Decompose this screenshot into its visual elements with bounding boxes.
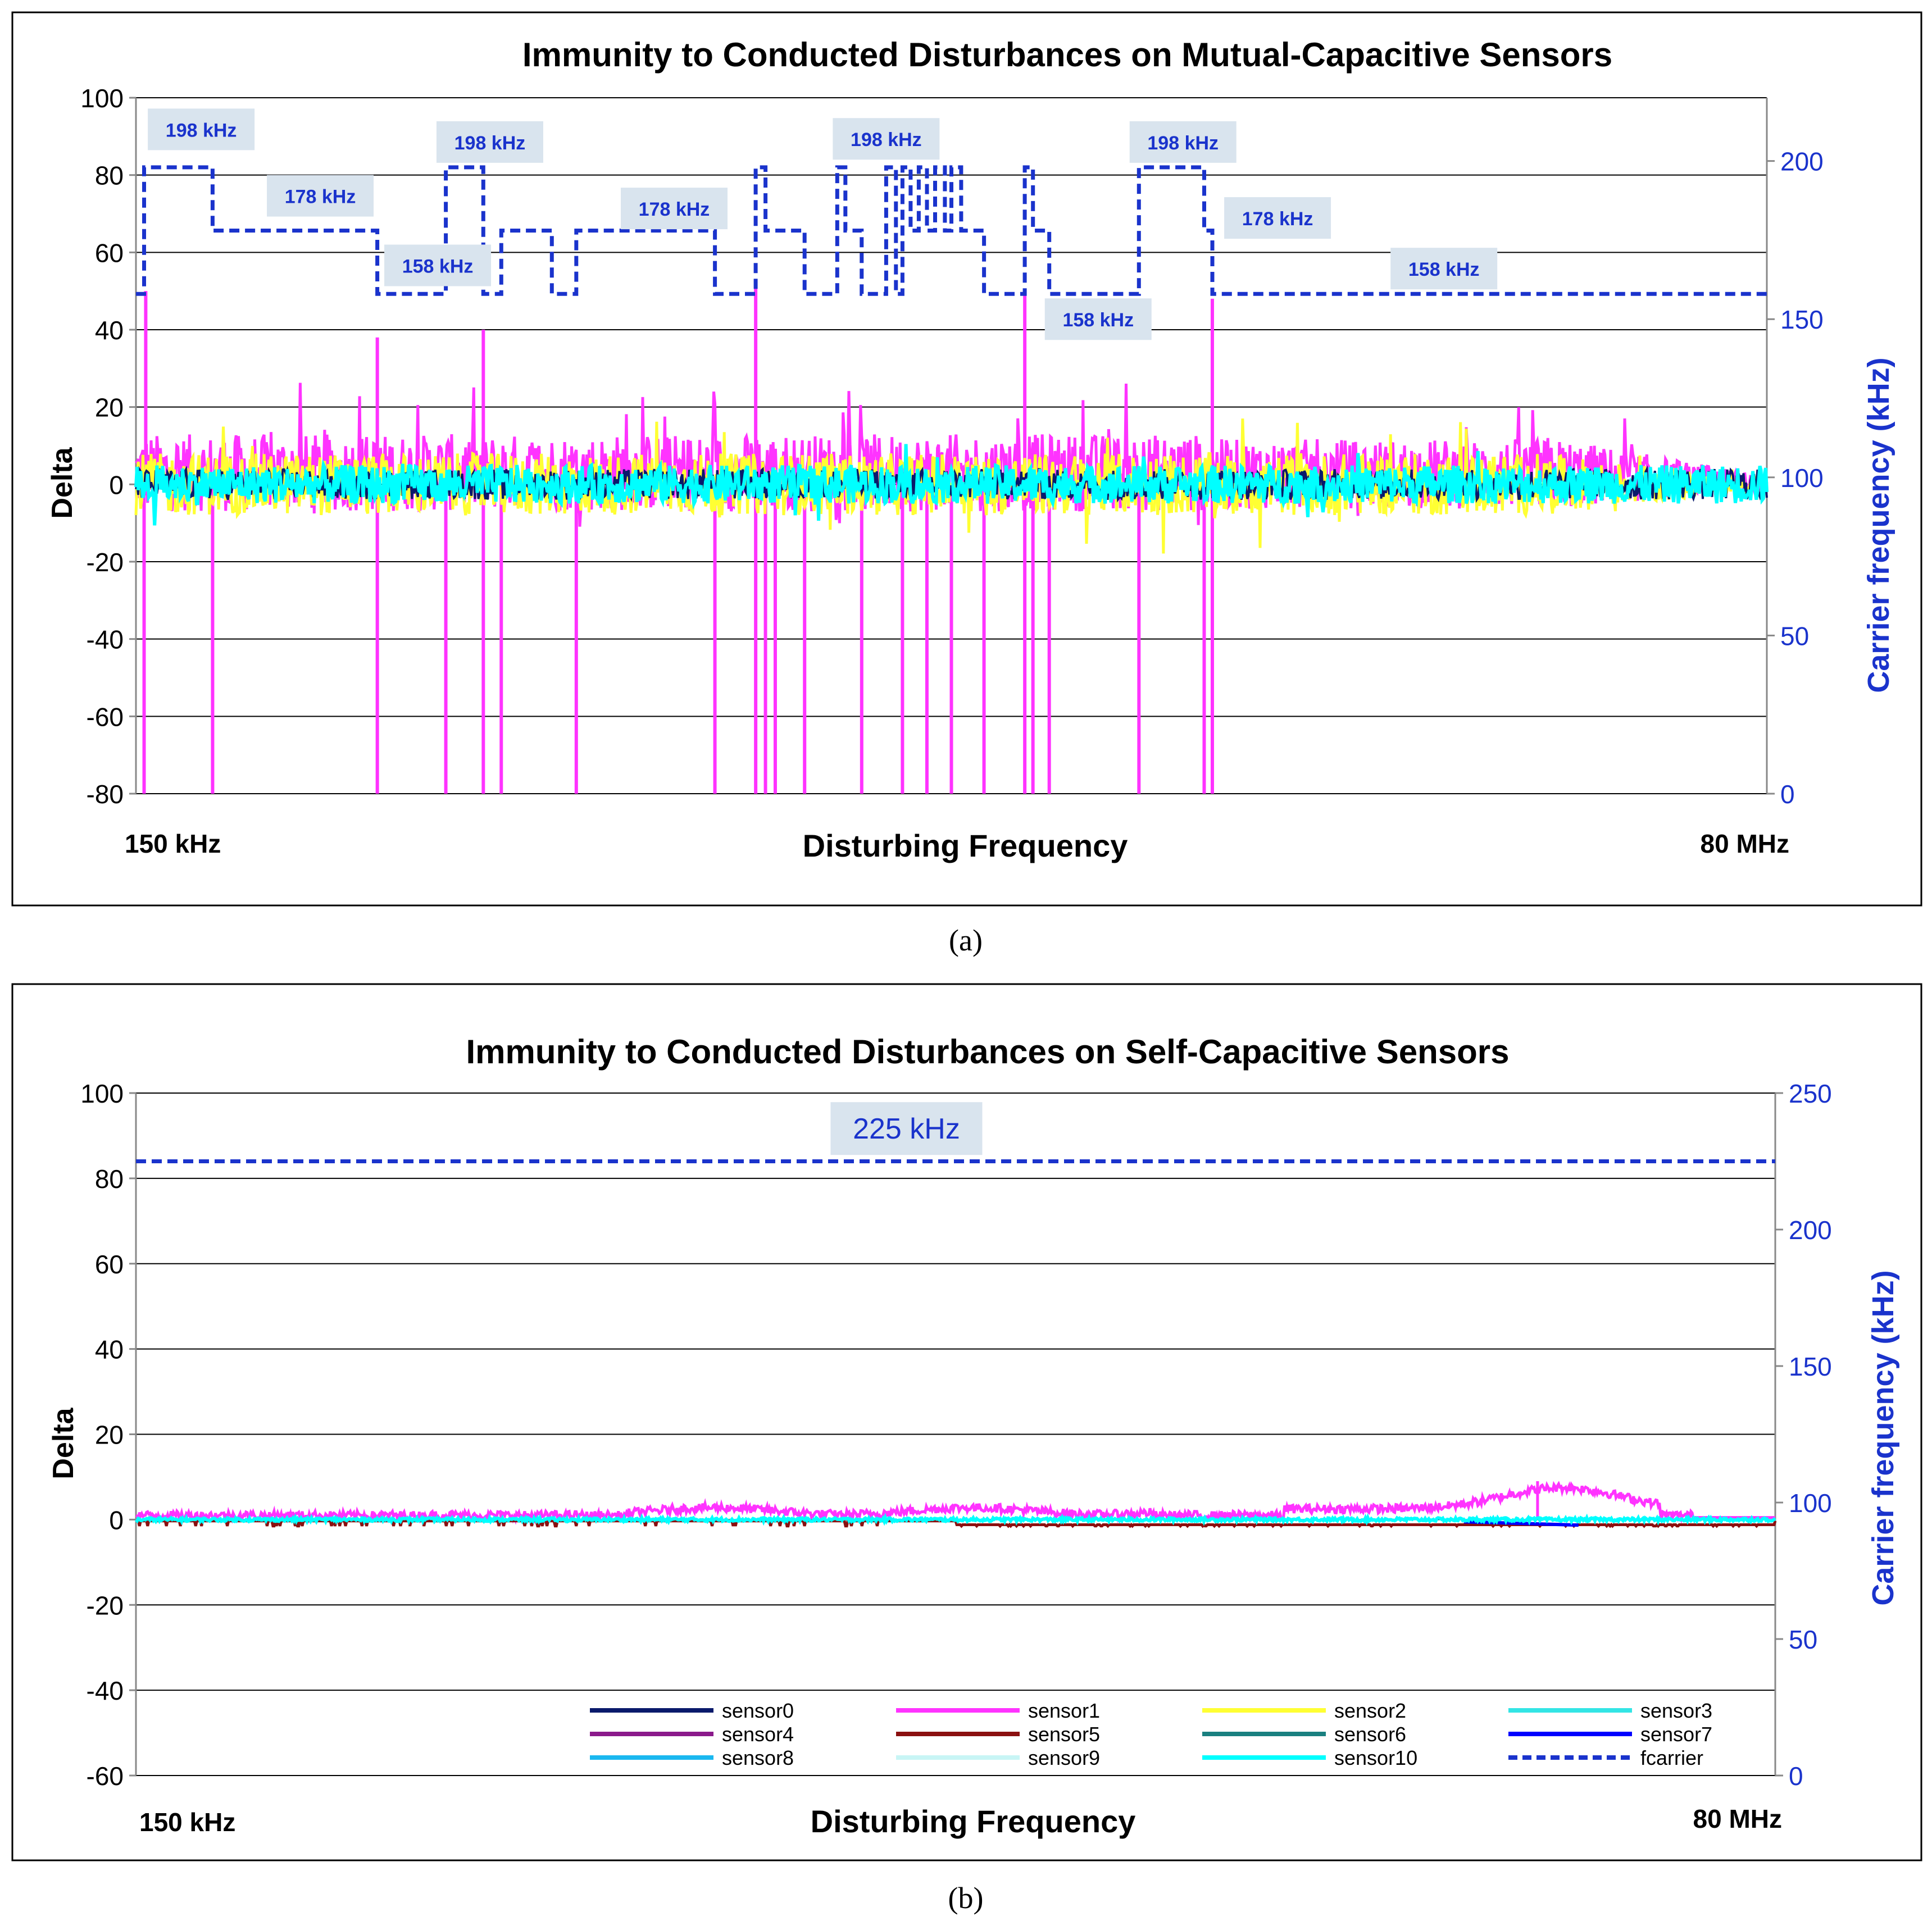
carrier-label: 178 kHz [1242,208,1313,230]
panel-a-y2label: Carrier frequency (kHz) [1862,357,1895,693]
carrier-label-box [1224,197,1331,239]
y2-tick-label: 150 [1789,1352,1832,1381]
legend-label-fcarrier: fcarrier [1640,1746,1703,1769]
y-tick-label: 0 [109,470,124,499]
carrier-label: 178 kHz [285,186,356,208]
panel-b-y2label: Carrier frequency (kHz) [1866,1270,1900,1605]
panel-b-x-end: 80 MHz [1693,1804,1782,1833]
carrier-label: 178 kHz [639,199,710,220]
carrier-label-box [436,121,543,163]
y-tick-label: 60 [95,238,124,267]
carrier-label: 158 kHz [1062,309,1134,331]
y2-tick-label: 50 [1789,1625,1817,1654]
y-tick-label: 60 [95,1250,124,1279]
panel-b-ylabel: Delta [47,1407,80,1479]
y2-tick-label: 200 [1780,147,1824,176]
y2-tick-label: 250 [1789,1079,1832,1108]
carrier-label: 158 kHz [1408,259,1480,280]
carrier-label: 225 kHz [853,1113,960,1145]
y2-tick-label: 0 [1780,780,1795,809]
panel-a-x-start: 150 kHz [125,829,221,858]
y-tick-label: 80 [95,161,124,190]
panel-b-plot: -60 -40 -20 0 20 40 60 80 100 0 50 100 150 200 250 225 … [80,1079,1832,1791]
carrier-label: 198 kHz [851,129,922,151]
carrier-label-box [833,118,940,160]
series-sensor10 [135,1513,1776,1526]
carrier-label: 198 kHz [1147,133,1219,154]
series-fcarrier [136,165,1767,296]
carrier-label-box [1044,298,1152,340]
legend-label-sensor1: sensor1 [1028,1699,1100,1722]
y2-tick-label: 0 [1789,1761,1803,1791]
legend-label-sensor0: sensor0 [722,1699,794,1722]
panel-b-caption: (b) [948,1881,984,1915]
carrier-label-box [1390,248,1498,290]
legend-label-sensor8: sensor8 [722,1746,794,1769]
y-tick-label: 0 [109,1505,124,1535]
y-tick-label: 100 [80,1079,124,1108]
panel-a-x-end: 80 MHz [1701,829,1789,858]
y2-tick-label: 100 [1789,1488,1832,1518]
legend-label-sensor2: sensor2 [1334,1699,1406,1722]
y-tick-label: 40 [95,1335,124,1364]
carrier-label: 158 kHz [402,256,474,277]
carrier-label-box [148,108,255,151]
legend-label-sensor6: sensor6 [1334,1723,1406,1746]
y-tick-label: -60 [87,1761,124,1791]
y2-tick-label: 100 [1780,463,1824,493]
carrier-label-box [267,175,374,217]
panel-a-xlabel: Disturbing Frequency [803,828,1128,863]
y2-tick-label: 50 [1780,621,1809,650]
y-tick-label: 40 [95,316,124,345]
panel-a-ylabel: Delta [46,447,79,518]
y-tick-label: -40 [87,1676,124,1705]
y-tick-label: 20 [95,1421,124,1450]
carrier-label-box [384,244,492,286]
legend-label-sensor4: sensor4 [722,1723,794,1746]
legend-label-sensor9: sensor9 [1028,1746,1100,1769]
y-tick-label: 80 [95,1164,124,1194]
carrier-label: 198 kHz [454,133,526,154]
y2-tick-label: 200 [1789,1216,1832,1245]
y-tick-label: -60 [87,702,124,731]
y2-tick-label: 150 [1780,305,1824,334]
y-tick-label: -40 [87,625,124,654]
y-tick-label: -80 [87,780,124,809]
y-tick-label: 100 [80,84,124,113]
y-tick-label: -20 [87,548,124,577]
panel-b-title: Immunity to Conducted Disturbances on Se… [466,1033,1509,1071]
panel-b-x-start: 150 kHz [139,1808,235,1837]
legend-label-sensor3: sensor3 [1640,1699,1712,1722]
carrier-label-box [830,1102,983,1155]
carrier-label-box [620,188,728,230]
carrier-label-box [1129,121,1237,163]
panel-a-caption: (a) [949,923,983,957]
panel-a-title: Immunity to Conducted Disturbances on Mu… [522,36,1612,74]
panel-a-plot: -80 -60 -40 -20 0 20 40 60 80 100 0 50 100 150 200 198 … [80,84,1824,809]
y-tick-label: 20 [95,393,124,422]
carrier-label: 198 kHz [166,120,237,141]
legend-label-sensor7: sensor7 [1640,1723,1712,1746]
y-tick-label: -20 [87,1591,124,1620]
legend-label-sensor10: sensor10 [1334,1746,1417,1769]
series-sensor10 [134,444,1769,526]
legend-label-sensor5: sensor5 [1028,1723,1100,1746]
panel-b-xlabel: Disturbing Frequency [811,1804,1136,1839]
